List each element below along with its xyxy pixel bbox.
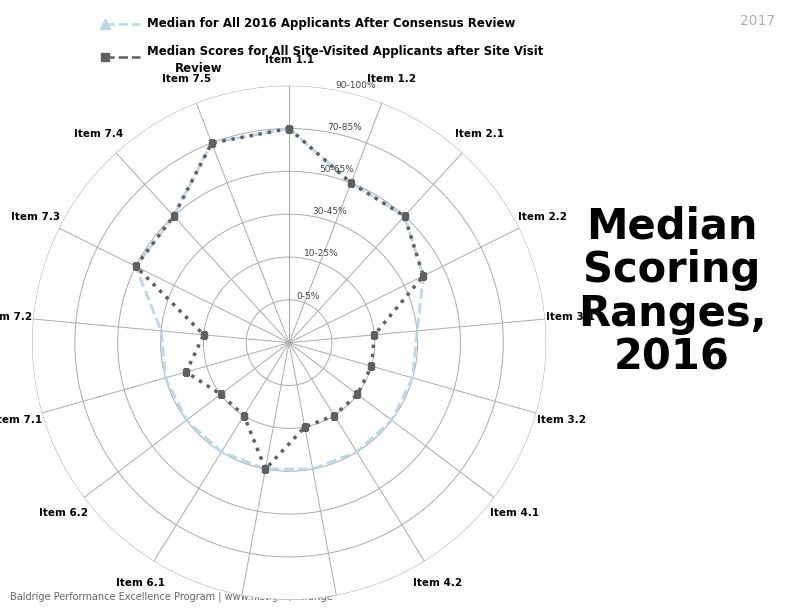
Text: 2017: 2017	[740, 14, 775, 28]
Text: 10-25%: 10-25%	[304, 250, 339, 258]
Text: 0-5%: 0-5%	[297, 291, 320, 300]
Text: Median
Scoring
Ranges,
2016: Median Scoring Ranges, 2016	[577, 206, 766, 378]
Text: 70-85%: 70-85%	[327, 123, 362, 132]
Text: Median for All 2016 Applicants After Consensus Review: Median for All 2016 Applicants After Con…	[147, 18, 516, 31]
Text: 50-65%: 50-65%	[320, 165, 355, 174]
Text: Baldrige Performance Excellence Program | www.nist.gov/baldrige: Baldrige Performance Excellence Program …	[10, 592, 333, 602]
Text: 30-45%: 30-45%	[312, 207, 347, 216]
Text: Review: Review	[175, 62, 223, 75]
Text: Median Scores for All Site-Visited Applicants after Site Visit: Median Scores for All Site-Visited Appli…	[147, 45, 543, 58]
Text: 90-100%: 90-100%	[335, 81, 375, 90]
